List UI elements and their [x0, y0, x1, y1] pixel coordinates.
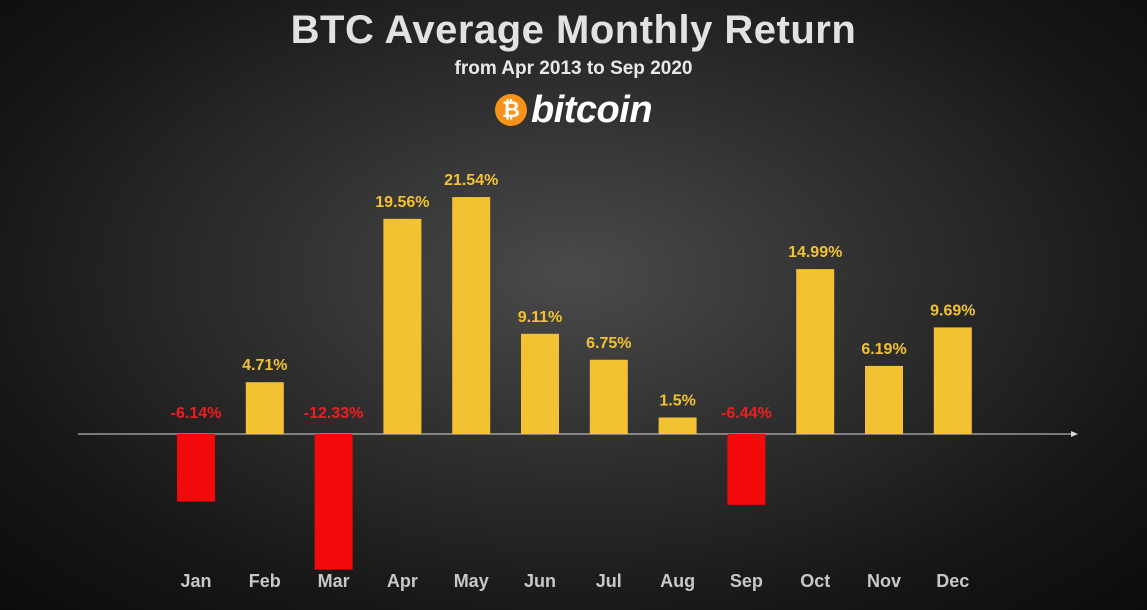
category-label-jul: Jul [596, 571, 622, 591]
bar-jan [177, 434, 215, 502]
chart-subtitle: from Apr 2013 to Sep 2020 [454, 58, 693, 79]
value-label-dec: 9.69% [930, 302, 975, 319]
category-label-nov: Nov [867, 571, 901, 591]
bar-mar [314, 434, 353, 570]
bar-oct [796, 269, 835, 434]
category-label-apr: Apr [387, 571, 418, 591]
value-label-mar: -12.33% [304, 405, 364, 422]
bar-apr [383, 218, 422, 434]
chart-title: BTC Average Monthly Return [290, 8, 857, 52]
bar-feb [245, 382, 284, 434]
bar-jun [521, 333, 559, 434]
value-label-jul: 6.75% [586, 335, 631, 352]
bar-sep [727, 434, 766, 505]
bitcoin-logo: ₿ bitcoin [495, 88, 653, 132]
value-label-jun: 9.11% [518, 309, 562, 326]
value-label-feb: 4.71% [242, 357, 287, 374]
bar-jul [589, 359, 628, 434]
category-label-aug: Aug [660, 571, 695, 591]
category-label-jan: Jan [180, 571, 211, 591]
category-label-jun: Jun [524, 571, 556, 591]
category-label-feb: Feb [249, 571, 281, 591]
value-label-oct: 14.99% [788, 244, 842, 261]
bar-may [452, 197, 491, 434]
bitcoin-coin-icon: ₿ [495, 94, 527, 126]
value-label-aug: 1.5% [659, 393, 695, 410]
bitcoin-wordmark: bitcoin [531, 88, 653, 131]
category-label-may: May [454, 571, 489, 591]
value-label-apr: 19.56% [375, 194, 429, 211]
bar-aug [658, 417, 697, 434]
value-label-nov: 6.19% [861, 341, 906, 358]
category-label-mar: Mar [318, 571, 350, 591]
category-label-dec: Dec [936, 571, 969, 591]
x-axis-arrow-icon [1071, 431, 1078, 437]
bar-nov [865, 365, 903, 434]
category-label-sep: Sep [730, 571, 763, 591]
value-label-sep: -6.44% [721, 405, 772, 422]
bar-dec [933, 327, 972, 434]
value-label-may: 21.54% [444, 172, 498, 189]
category-label-oct: Oct [800, 571, 830, 591]
value-label-jan: -6.14% [171, 405, 222, 422]
